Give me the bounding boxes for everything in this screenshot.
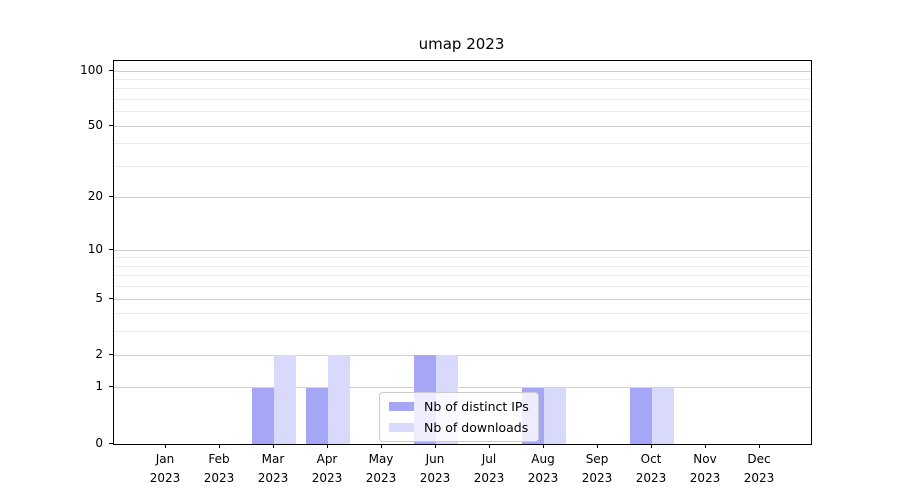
x-tick-label: Jan 2023 bbox=[149, 452, 181, 485]
gridline-minor bbox=[114, 111, 811, 112]
y-tick-label: 100 bbox=[80, 63, 103, 77]
x-tick-label: Apr 2023 bbox=[311, 452, 343, 485]
gridline-major bbox=[114, 355, 811, 356]
gridline-major bbox=[114, 250, 811, 251]
x-tick-label: Nov 2023 bbox=[689, 452, 721, 485]
bar-distinct-ips-apr bbox=[306, 387, 328, 444]
x-tick-label: Jun 2023 bbox=[419, 452, 451, 485]
x-tick-label: Jul 2023 bbox=[473, 452, 505, 485]
gridline-major bbox=[114, 387, 811, 388]
x-tick-label: May 2023 bbox=[365, 452, 397, 485]
gridline-minor bbox=[114, 79, 811, 80]
y-tick-mark bbox=[109, 125, 113, 126]
x-tick-mark bbox=[759, 444, 760, 448]
x-tick-mark bbox=[381, 444, 382, 448]
x-tick-mark bbox=[165, 444, 166, 448]
y-tick-mark bbox=[109, 298, 113, 299]
x-tick-mark bbox=[705, 444, 706, 448]
bar-downloads-apr bbox=[328, 355, 350, 444]
bar-distinct-ips-oct bbox=[630, 387, 652, 444]
legend-entry-downloads: Nb of downloads bbox=[389, 420, 529, 435]
gridline-minor bbox=[114, 266, 811, 267]
gridline-minor bbox=[114, 286, 811, 287]
y-tick-mark bbox=[109, 70, 113, 71]
gridline-minor bbox=[114, 275, 811, 276]
y-tick-mark bbox=[109, 249, 113, 250]
gridline-minor bbox=[114, 257, 811, 258]
x-tick-label: Sep 2023 bbox=[581, 452, 613, 485]
x-tick-label: Feb 2023 bbox=[203, 452, 235, 485]
legend-entry-distinct-ips: Nb of distinct IPs bbox=[389, 399, 529, 414]
gridline-major bbox=[114, 197, 811, 198]
y-tick-mark bbox=[109, 354, 113, 355]
bar-distinct-ips-mar bbox=[252, 387, 274, 444]
y-tick-label: 5 bbox=[95, 291, 103, 305]
y-tick-label: 50 bbox=[87, 118, 103, 132]
y-tick-label: 2 bbox=[95, 347, 103, 361]
y-tick-label: 0 bbox=[95, 436, 103, 450]
x-tick-label: Aug 2023 bbox=[527, 452, 559, 485]
gridline-minor bbox=[114, 331, 811, 332]
x-tick-mark bbox=[273, 444, 274, 448]
x-tick-label: Dec 2023 bbox=[743, 452, 775, 485]
plot-area: Nb of distinct IPs Nb of downloads bbox=[113, 60, 812, 445]
x-tick-mark bbox=[489, 444, 490, 448]
gridline-minor bbox=[114, 88, 811, 89]
x-tick-mark bbox=[651, 444, 652, 448]
gridline-minor bbox=[114, 313, 811, 314]
legend-swatch-distinct-ips bbox=[389, 402, 414, 411]
y-tick-mark bbox=[109, 196, 113, 197]
x-tick-mark bbox=[327, 444, 328, 448]
y-tick-label: 10 bbox=[87, 242, 103, 256]
legend-swatch-downloads bbox=[389, 423, 414, 432]
gridline-minor bbox=[114, 99, 811, 100]
gridline-minor bbox=[114, 143, 811, 144]
legend-label-downloads: Nb of downloads bbox=[424, 420, 529, 435]
bar-downloads-oct bbox=[652, 387, 674, 444]
y-tick-label: 20 bbox=[87, 189, 103, 203]
x-tick-label: Mar 2023 bbox=[257, 452, 289, 485]
chart-title: umap 2023 bbox=[418, 35, 505, 53]
legend: Nb of distinct IPs Nb of downloads bbox=[379, 392, 539, 442]
x-tick-mark bbox=[597, 444, 598, 448]
gridline-minor bbox=[114, 166, 811, 167]
x-tick-mark bbox=[219, 444, 220, 448]
y-tick-mark bbox=[109, 443, 113, 444]
y-tick-label: 1 bbox=[95, 379, 103, 393]
gridline-major bbox=[114, 126, 811, 127]
x-tick-mark bbox=[543, 444, 544, 448]
x-tick-mark bbox=[435, 444, 436, 448]
gridline-major bbox=[114, 71, 811, 72]
y-tick-mark bbox=[109, 386, 113, 387]
legend-label-distinct-ips: Nb of distinct IPs bbox=[424, 399, 529, 414]
bar-downloads-aug bbox=[544, 387, 566, 444]
gridline-major bbox=[114, 299, 811, 300]
bar-downloads-mar bbox=[274, 355, 296, 444]
x-tick-label: Oct 2023 bbox=[635, 452, 667, 485]
